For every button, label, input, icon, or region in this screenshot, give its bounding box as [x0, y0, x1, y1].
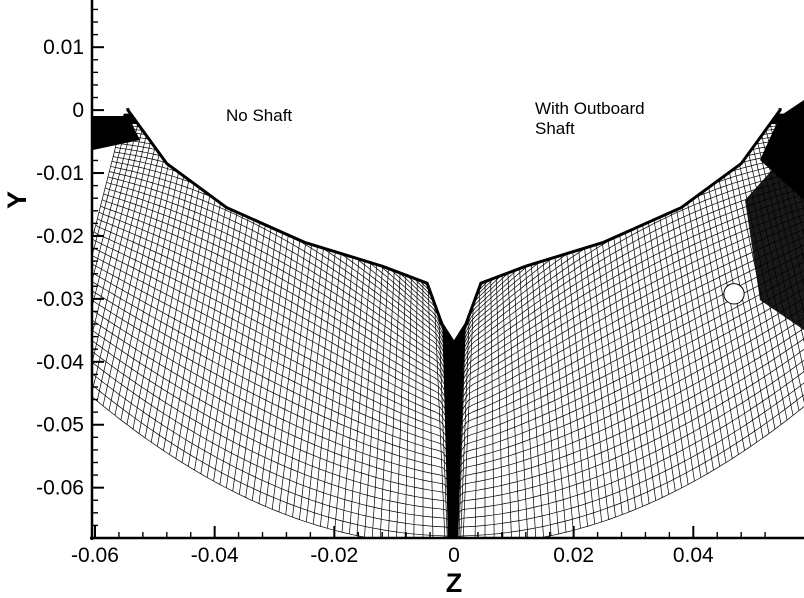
y-tick-label: -0.03	[36, 288, 84, 311]
mesh-line	[102, 116, 168, 406]
mesh-line	[379, 242, 397, 538]
mesh-line	[511, 242, 529, 538]
mesh-grid	[92, 0, 804, 538]
annotation-with-outboard: With Outboard	[535, 99, 645, 118]
x-tick-label: -0.06	[71, 544, 119, 567]
y-tick-label: -0.04	[36, 351, 84, 374]
shaft-circle	[723, 283, 745, 305]
left-gunwale	[93, 116, 140, 150]
x-tick-label: 0.02	[553, 544, 594, 567]
mesh-line	[522, 232, 544, 538]
y-axis-title: Y	[2, 191, 32, 209]
mesh-line	[506, 248, 521, 538]
mesh-line	[453, 371, 804, 524]
y-tick-label: 0.01	[43, 36, 84, 59]
mesh-line	[427, 277, 434, 538]
x-tick-label: -0.02	[310, 544, 358, 567]
mesh-line	[490, 265, 495, 538]
upper-blank	[93, 0, 804, 109]
mesh-line	[453, 279, 804, 464]
y-tick-label: -0.01	[36, 162, 84, 185]
annotation-no-shaft: No Shaft	[226, 106, 292, 125]
x-tick-label: -0.04	[191, 544, 239, 567]
ticks: -0.06 -0.04 -0.02 0 0.02 0.04 0.01 0 -0.01 -0.02 -…	[36, 8, 766, 567]
centerline-cluster	[442, 300, 466, 538]
y-tick-label: 0	[72, 99, 84, 122]
mesh-line	[92, 114, 147, 336]
shaft-cluster	[745, 150, 804, 330]
mesh-line	[413, 265, 418, 538]
y-tick-label: -0.06	[36, 477, 84, 500]
y-tick-label: -0.05	[36, 414, 84, 437]
mesh-line	[364, 232, 386, 538]
annotation-shaft: Shaft	[535, 119, 575, 138]
y-tick-label: -0.02	[36, 225, 84, 248]
mesh-line	[92, 114, 141, 309]
mesh-line	[96, 116, 163, 401]
x-axis-title: Z	[446, 568, 463, 598]
mesh-line	[387, 248, 402, 538]
x-tick-label: 0	[448, 544, 460, 567]
x-tick-label: 0.04	[673, 544, 714, 567]
mesh-line	[474, 277, 481, 538]
